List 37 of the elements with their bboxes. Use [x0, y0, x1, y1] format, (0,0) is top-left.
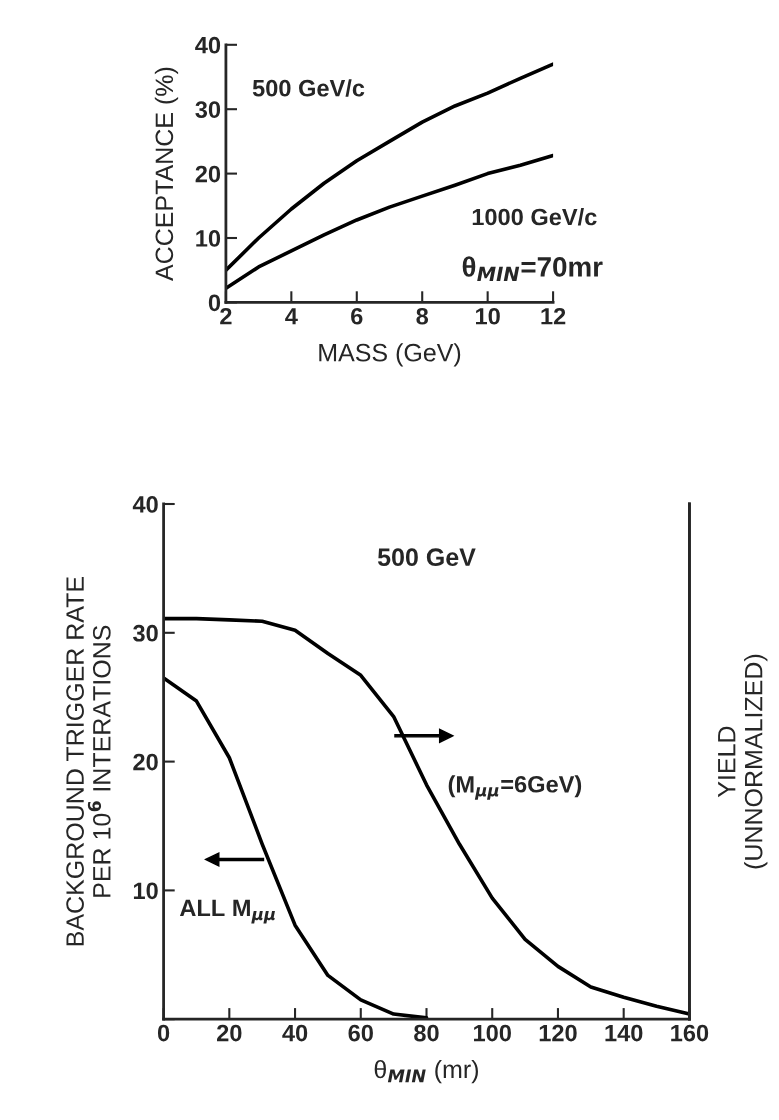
x-tick-label: 80	[414, 1024, 439, 1042]
y2-axis-title: YIELD (UNNORMALIZED)	[718, 654, 768, 869]
x-axis-title: MASS (GeV)	[319, 343, 461, 367]
y-tick-label: 20	[195, 165, 221, 183]
line-series	[163, 616, 690, 1016]
x-tick-label: 10	[476, 307, 500, 325]
x-tick-label: 12	[541, 307, 566, 325]
x-tick-label: 6	[351, 307, 363, 325]
y-tick-label: 0	[208, 294, 221, 312]
x-tick-label: 140	[605, 1024, 643, 1042]
x-tick-label: 160	[671, 1024, 709, 1042]
y-tick-label: 40	[132, 496, 158, 513]
text: 500 GeV	[377, 548, 476, 567]
x-tick-label: 8	[416, 307, 429, 325]
series-label: 1000 GeV/c	[472, 208, 597, 226]
x-tick-label: 20	[217, 1024, 242, 1042]
line-series	[163, 676, 429, 1020]
y-tick-label: 20	[133, 753, 158, 771]
x-tick-label: 40	[282, 1024, 308, 1042]
x-tick-label: 100	[474, 1024, 511, 1042]
y-tick-label: 10	[196, 230, 221, 247]
y-tick-label: 40	[195, 36, 221, 54]
series-label: ALL M$_{μμ}$	[179, 899, 275, 924]
y-tick-label: 30	[133, 624, 158, 642]
series-label: (M$_{μμ}$=6GeV)	[448, 775, 582, 800]
x-tick-label: 60	[348, 1024, 373, 1042]
y-tick-label: 30	[195, 101, 221, 119]
y-tick-label: 10	[133, 882, 158, 900]
x-tick-label: 0	[157, 1024, 170, 1042]
x-tick-label: 2	[220, 307, 232, 325]
x-axis-title: θ$_{MIN}$ (mr)	[374, 1059, 478, 1084]
y-axis-title: ACCEPTANCE (%)	[154, 67, 179, 281]
annotation: θ$_{MIN}$=70mr	[462, 256, 603, 282]
x-tick-label: 4	[285, 308, 298, 325]
x-tick-label: 120	[539, 1024, 577, 1042]
text: 500 GeV/c	[252, 79, 365, 97]
y-axis-title: BACKGROUND TRIGGER RATE PER 10$^{6}$ INTERATIONS	[66, 576, 111, 946]
